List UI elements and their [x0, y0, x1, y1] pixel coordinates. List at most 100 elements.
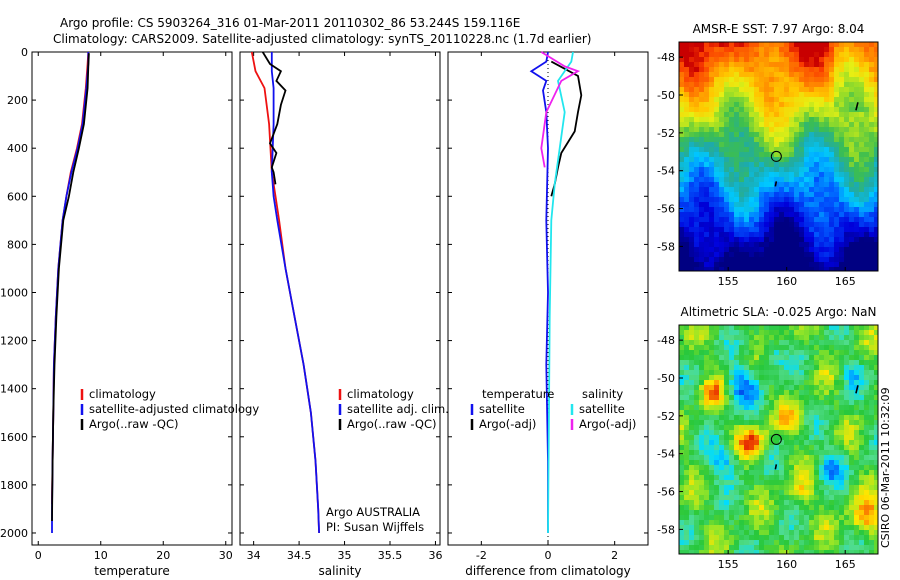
heatmap-cell	[839, 470, 845, 476]
heatmap-cell	[694, 465, 700, 471]
heatmap-cell	[769, 217, 775, 223]
heatmap-cell	[734, 97, 740, 103]
heatmap-cell	[834, 237, 840, 243]
heatmap-cell	[869, 335, 875, 341]
heatmap-cell	[754, 510, 760, 516]
heatmap-cell	[864, 132, 870, 138]
heatmap-cell	[829, 325, 835, 331]
heatmap-cell	[859, 530, 865, 536]
heatmap-cell	[859, 380, 865, 386]
heatmap-cell	[704, 435, 710, 441]
heatmap-cell	[759, 242, 765, 248]
heatmap-cell	[839, 375, 845, 381]
heatmap-cell	[704, 430, 710, 436]
heatmap-cell	[859, 42, 865, 48]
heatmap-cell	[839, 127, 845, 133]
heatmap-cell	[804, 550, 810, 555]
heatmap-cell	[719, 222, 725, 228]
heatmap-cell	[849, 162, 855, 168]
heatmap-cell	[734, 207, 740, 213]
heatmap-cell	[799, 247, 805, 253]
heatmap-cell	[734, 495, 740, 501]
heatmap-cell	[739, 550, 745, 555]
difference-xlabel: difference from climatology	[465, 564, 631, 578]
heatmap-cell	[854, 430, 860, 436]
heatmap-cell	[834, 147, 840, 153]
heatmap-cell	[829, 172, 835, 178]
heatmap-cell	[749, 242, 755, 248]
heatmap-cell	[854, 495, 860, 501]
heatmap-cell	[844, 485, 850, 491]
heatmap-cell	[849, 525, 855, 531]
heatmap-cell	[759, 52, 765, 58]
heatmap-cell	[864, 480, 870, 486]
heatmap-cell	[729, 425, 735, 431]
heatmap-cell	[754, 395, 760, 401]
heatmap-cell	[779, 365, 785, 371]
heatmap-cell	[769, 525, 775, 531]
heatmap-cell	[799, 182, 805, 188]
heatmap-cell	[739, 495, 745, 501]
heatmap-cell	[809, 162, 815, 168]
heatmap-cell	[764, 335, 770, 341]
heatmap-cell	[804, 247, 810, 253]
heatmap-cell	[684, 350, 690, 356]
heatmap-cell	[824, 440, 830, 446]
heatmap-cell	[754, 515, 760, 521]
heatmap-cell	[779, 510, 785, 516]
heatmap-cell	[819, 252, 825, 258]
heatmap-cell	[794, 515, 800, 521]
heatmap-cell	[709, 252, 715, 258]
heatmap-cell	[814, 107, 820, 113]
heatmap-cell	[799, 430, 805, 436]
heatmap-cell	[799, 460, 805, 466]
heatmap-cell	[734, 525, 740, 531]
heatmap-cell	[859, 335, 865, 341]
heatmap-cell	[869, 470, 875, 476]
heatmap-cell	[769, 247, 775, 253]
heatmap-cell	[834, 460, 840, 466]
heatmap-cell	[839, 395, 845, 401]
heatmap-cell	[769, 550, 775, 555]
heatmap-cell	[694, 157, 700, 163]
heatmap-cell	[784, 92, 790, 98]
heatmap-cell	[729, 217, 735, 223]
sst-map-xtick-label: 160	[776, 275, 797, 288]
heatmap-cell	[789, 142, 795, 148]
heatmap-cell	[799, 345, 805, 351]
heatmap-cell	[749, 405, 755, 411]
heatmap-cell	[859, 435, 865, 441]
heatmap-cell	[869, 450, 875, 456]
heatmap-cell	[849, 440, 855, 446]
heatmap-cell	[754, 172, 760, 178]
heatmap-cell	[794, 400, 800, 406]
heatmap-cell	[754, 390, 760, 396]
heatmap-cell	[689, 167, 695, 173]
heatmap-cell	[749, 415, 755, 421]
heatmap-cell	[764, 400, 770, 406]
heatmap-cell	[869, 415, 875, 421]
heatmap-cell	[694, 415, 700, 421]
heatmap-cell	[779, 550, 785, 555]
heatmap-cell	[744, 490, 750, 496]
heatmap-cell	[739, 247, 745, 253]
heatmap-cell	[724, 350, 730, 356]
heatmap-cell	[734, 267, 740, 272]
heatmap-cell	[769, 77, 775, 83]
heatmap-cell	[809, 400, 815, 406]
heatmap-cell	[729, 455, 735, 461]
heatmap-cell	[719, 445, 725, 451]
heatmap-cell	[799, 97, 805, 103]
heatmap-cell	[874, 435, 879, 441]
heatmap-cell	[849, 157, 855, 163]
heatmap-cell	[734, 350, 740, 356]
heatmap-cell	[849, 232, 855, 238]
heatmap-cell	[739, 535, 745, 541]
heatmap-cell	[834, 325, 840, 331]
heatmap-cell	[769, 360, 775, 366]
heatmap-cell	[719, 177, 725, 183]
heatmap-cell	[854, 257, 860, 263]
heatmap-cell	[719, 400, 725, 406]
heatmap-cell	[704, 540, 710, 546]
heatmap-cell	[774, 252, 780, 258]
